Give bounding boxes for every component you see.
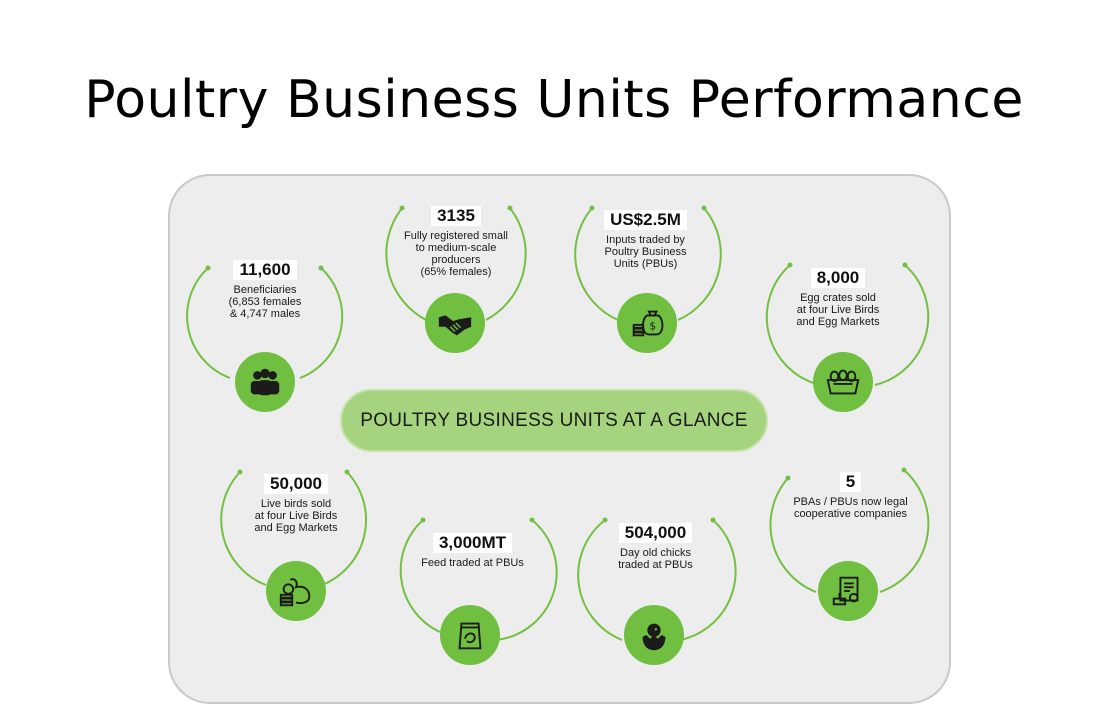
glance-banner: POULTRY BUSINESS UNITS AT A GLANCE (340, 389, 768, 452)
egg-crate-icon (813, 352, 873, 412)
stat-description: Fully registered small to medium-scale pro… (404, 230, 508, 278)
stat-value: 11,600 (233, 260, 297, 280)
certificate-icon (818, 561, 878, 621)
stat-day-old-chicks: 504,000 Day old chicks traded at PBUs (593, 523, 718, 571)
feed-bag-icon (440, 605, 500, 665)
stat-description: Feed traded at PBUs (421, 557, 524, 569)
rooster-coins-icon (266, 561, 326, 621)
stat-value: 3,000MT (432, 533, 513, 553)
slide-title: Poultry Business Units Performance (84, 70, 1024, 130)
stat-description: Inputs traded by Poultry Business Units (P… (604, 234, 687, 270)
stat-value: 50,000 (264, 474, 328, 494)
stat-legal-cooperatives: 5 PBAs / PBUs now legal cooperative compa… (778, 472, 923, 520)
people-icon (235, 352, 295, 412)
svg-text:$: $ (649, 321, 656, 333)
stat-description: PBAs / PBUs now legal cooperative compani… (793, 496, 908, 520)
stat-live-birds: 50,000 Live birds sold at four Live Birds… (236, 474, 356, 534)
stat-feed-traded: 3,000MT Feed traded at PBUs (410, 533, 535, 569)
stat-description: Egg crates sold at four Live Birds and Egg… (796, 292, 880, 328)
stat-description: Day old chicks traded at PBUs (618, 547, 693, 571)
stat-description: Beneficiaries (6,853 females & 4,747 males (228, 284, 302, 320)
stat-egg-crates: 8,000 Egg crates sold at four Live Birds a… (778, 268, 898, 328)
stat-value: 5 (839, 472, 862, 492)
stat-description: Live birds sold at four Live Birds and Egg… (254, 498, 338, 534)
stat-value: 3135 (431, 206, 481, 226)
stat-registered-producers: 3135 Fully registered small to medium-sca… (386, 206, 526, 278)
stat-value: 8,000 (810, 268, 866, 288)
money-bag-icon: $ (617, 293, 677, 353)
chick-icon (624, 605, 684, 665)
stat-value: 504,000 (618, 523, 693, 543)
stat-inputs-traded: US$2.5M Inputs traded by Poultry Business… (578, 210, 713, 270)
stat-beneficiaries: 11,600 Beneficiaries (6,853 females & 4,74… (200, 260, 330, 320)
handshake-icon (425, 293, 485, 353)
stat-value: US$2.5M (604, 210, 687, 230)
